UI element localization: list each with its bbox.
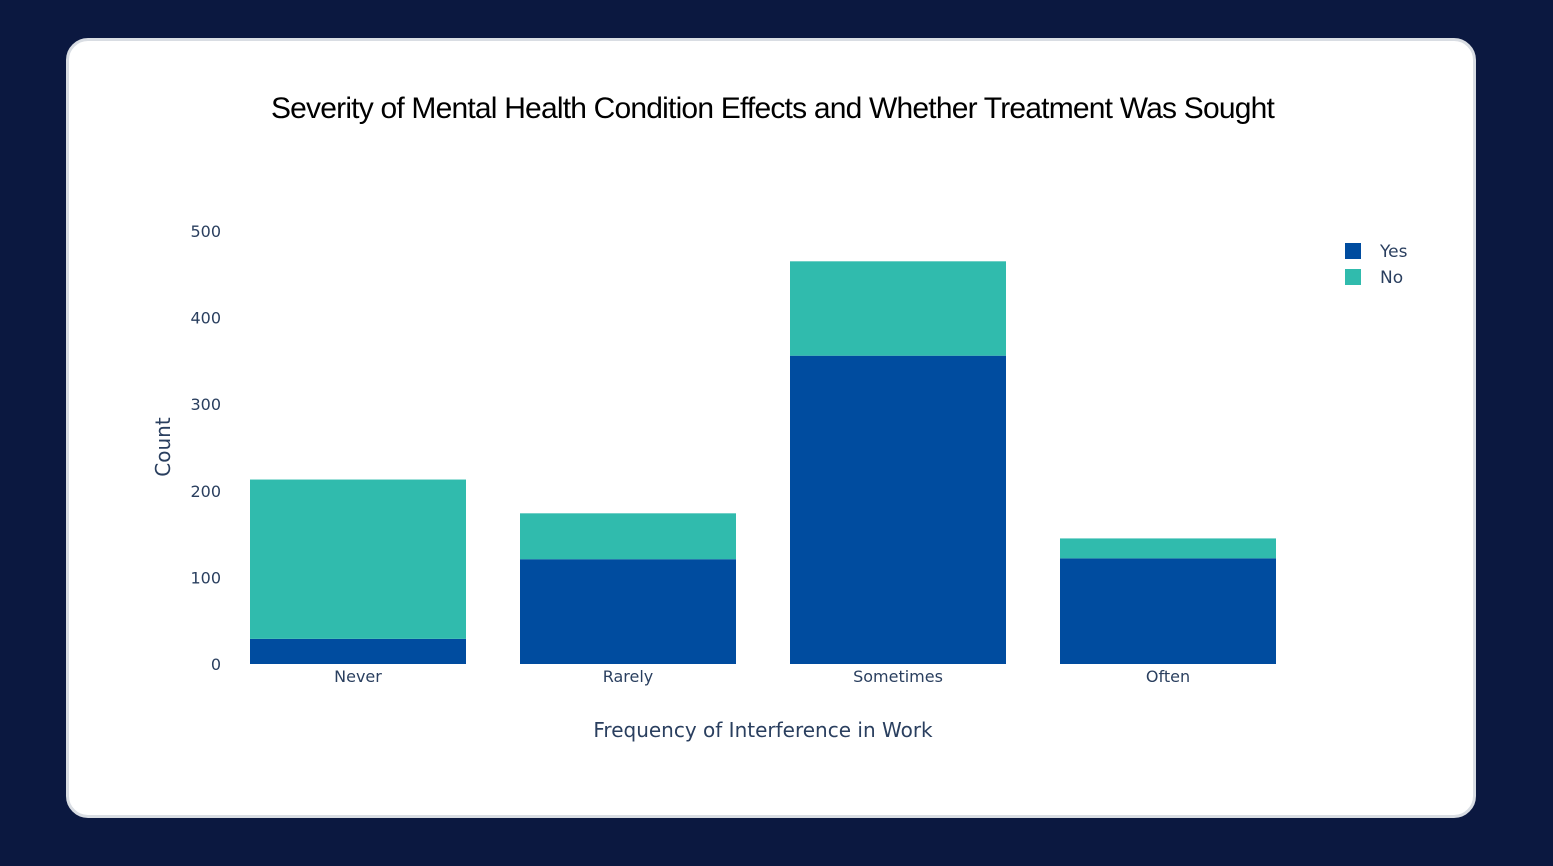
legend-label-yes: Yes	[1379, 242, 1408, 262]
x-tick-label: Often	[1146, 667, 1190, 686]
y-tick-label: 200	[190, 482, 221, 501]
bar-no-never	[250, 479, 466, 639]
bars-layer	[250, 261, 1276, 664]
legend: Yes No	[1345, 242, 1408, 288]
x-tick-label: Rarely	[603, 667, 654, 686]
x-axis: Never Rarely Sometimes Often	[334, 667, 1190, 686]
y-tick-label: 0	[211, 655, 221, 674]
x-tick-label: Never	[334, 667, 382, 686]
chart-card	[66, 38, 1476, 818]
y-axis-title: Count	[151, 417, 175, 477]
x-axis-title: Frequency of Interference in Work	[593, 718, 933, 742]
legend-swatch-no	[1345, 269, 1361, 285]
bar-yes-never	[250, 638, 466, 664]
x-tick-label: Sometimes	[853, 667, 943, 686]
y-tick-label: 500	[190, 222, 221, 241]
bar-no-sometimes	[790, 261, 1006, 356]
legend-label-no: No	[1380, 268, 1403, 288]
bar-yes-often	[1060, 558, 1276, 664]
bar-yes-sometimes	[790, 355, 1006, 664]
y-tick-label: 400	[190, 309, 221, 328]
y-axis: 0 100 200 300 400 500	[190, 222, 221, 674]
bar-yes-rarely	[520, 559, 736, 664]
chart-title: Severity of Mental Health Condition Effe…	[270, 92, 1275, 125]
y-tick-label: 100	[190, 568, 221, 587]
legend-swatch-yes	[1345, 243, 1361, 259]
bar-no-often	[1060, 538, 1276, 559]
y-tick-label: 300	[190, 395, 221, 414]
bar-no-rarely	[520, 513, 736, 560]
